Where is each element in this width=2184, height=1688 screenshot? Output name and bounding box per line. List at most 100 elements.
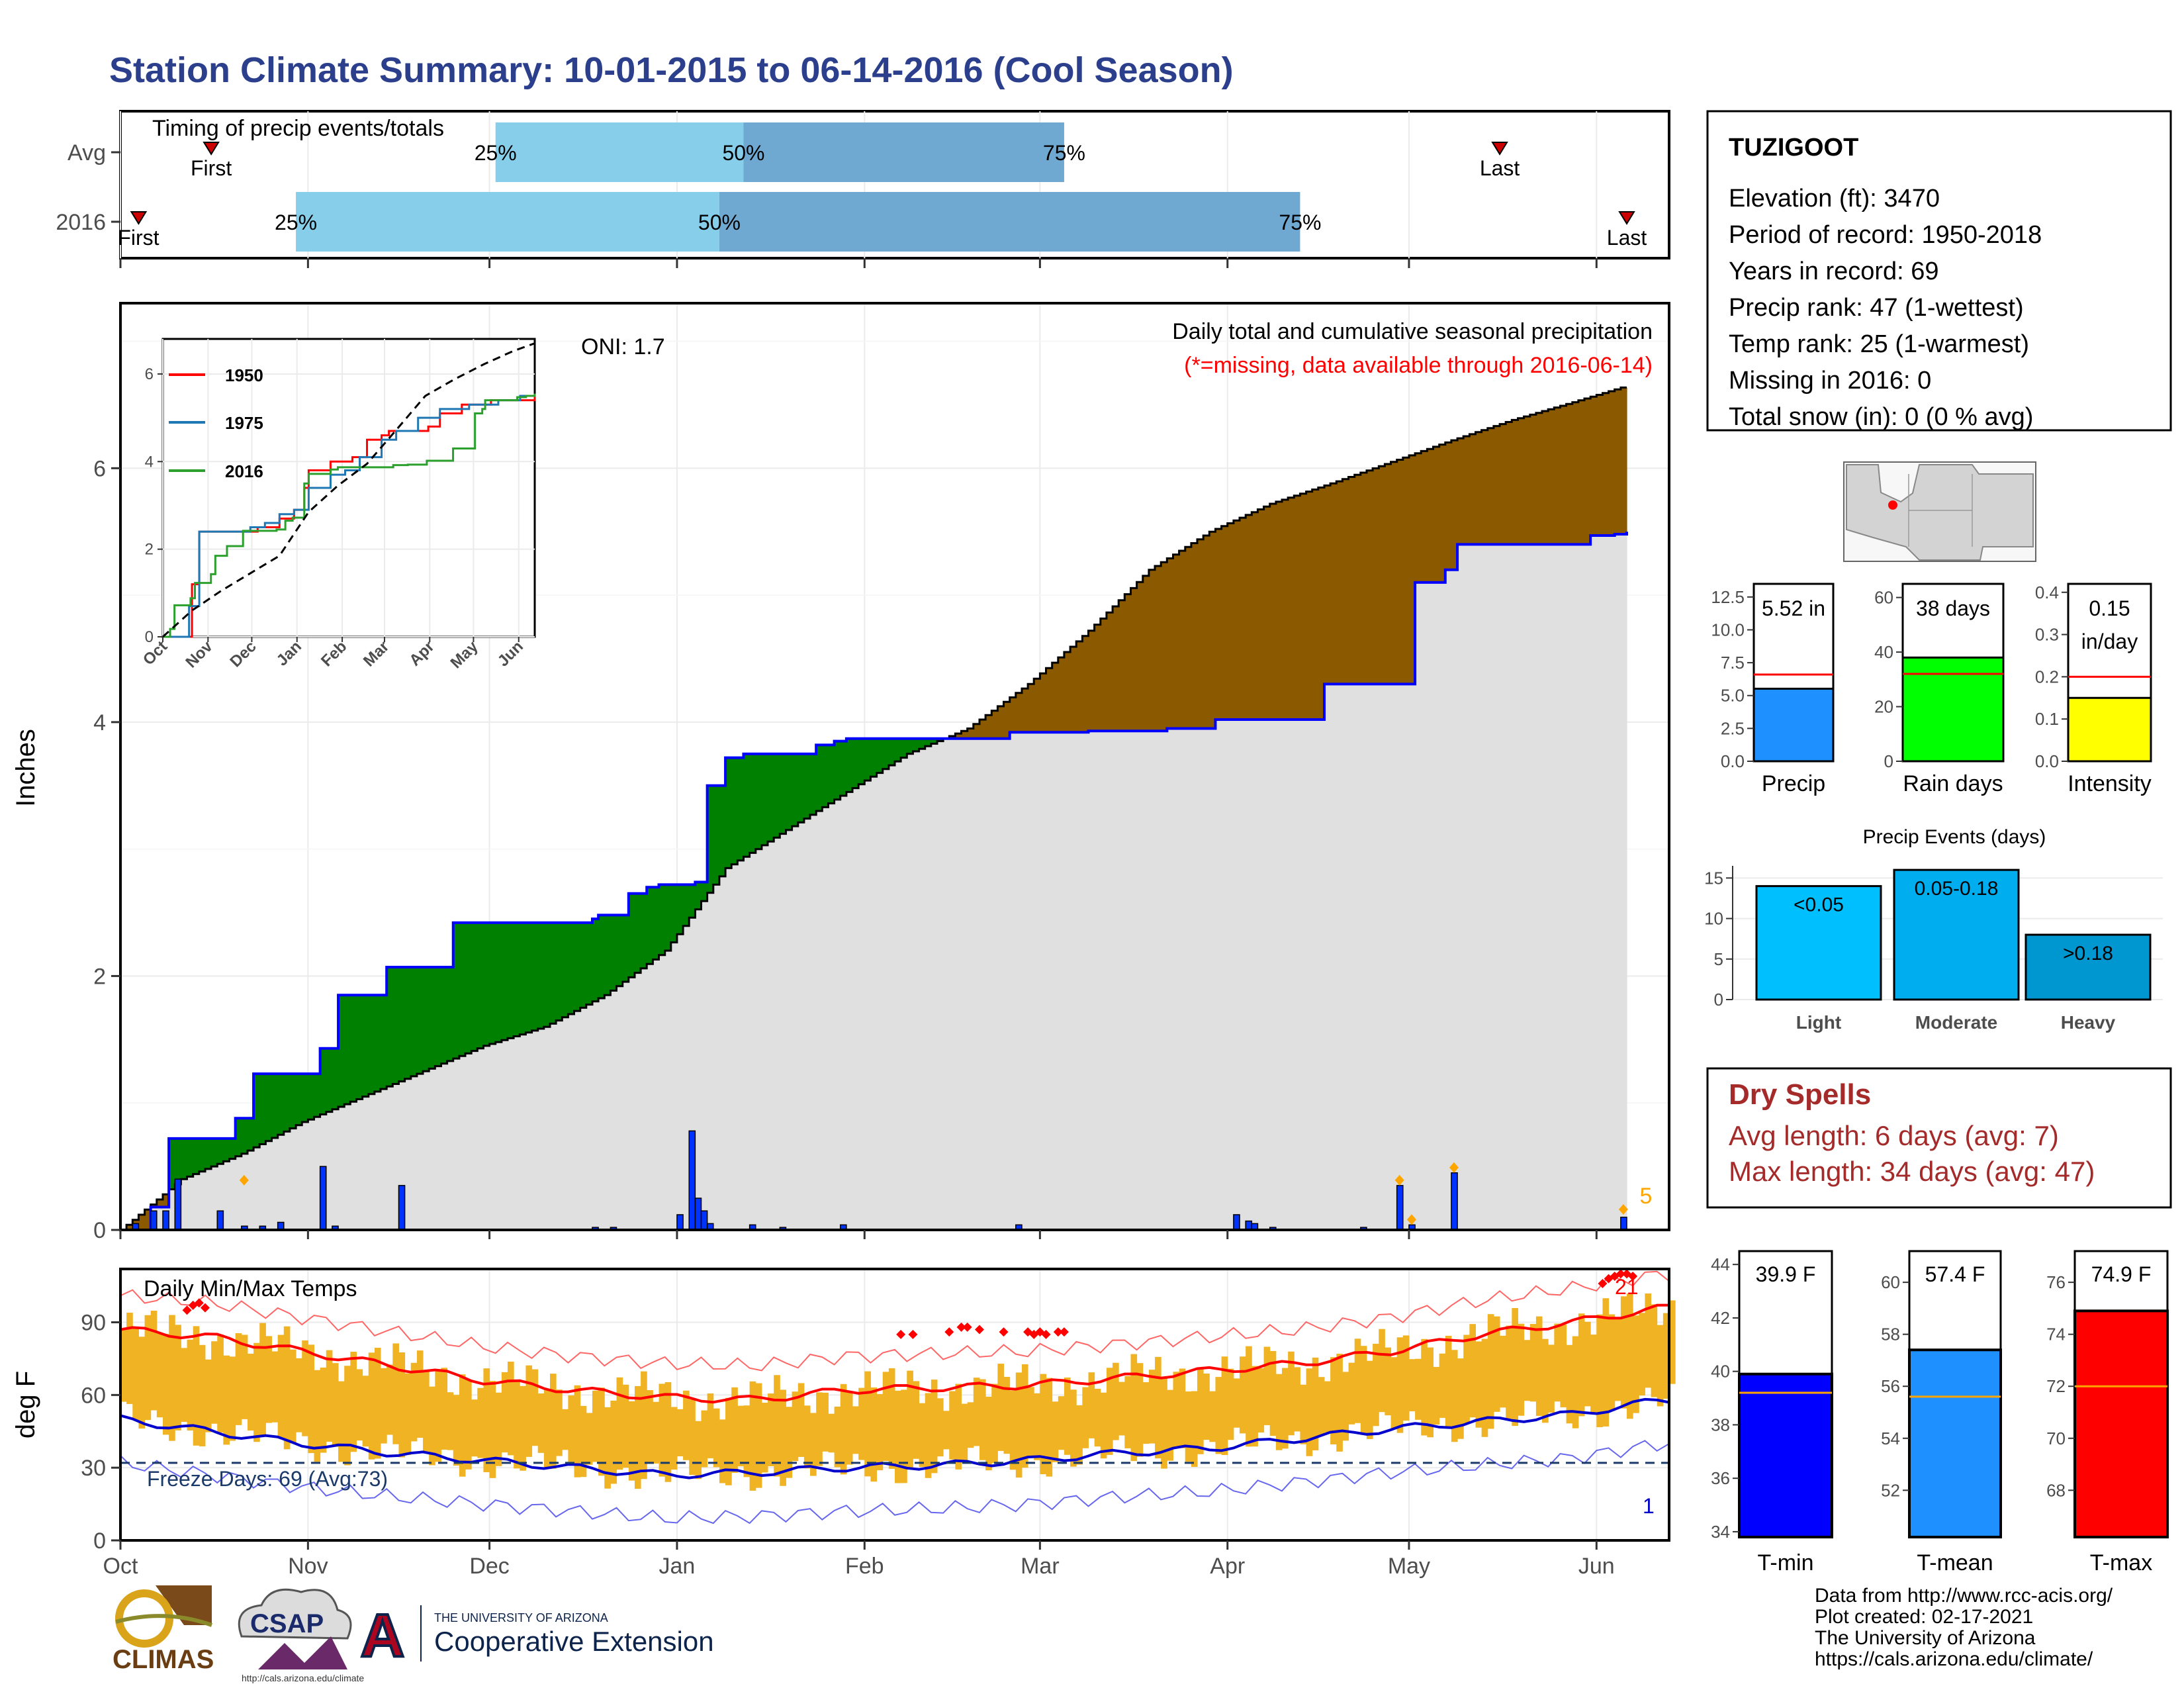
temp-daily-bar bbox=[1052, 1401, 1059, 1462]
precip-average-area bbox=[508, 1038, 514, 1230]
temp-y-axis: 0 30 60 90 bbox=[81, 1311, 120, 1554]
record-high-marker bbox=[908, 1329, 918, 1339]
temp-summary-tick-label: 56 bbox=[1881, 1376, 1900, 1396]
precip-daily-bar bbox=[162, 1210, 169, 1231]
temp-daily-bar bbox=[441, 1368, 448, 1450]
events-axis-label-Light: Light bbox=[1796, 1012, 1841, 1033]
events-tick-label: 0 bbox=[1714, 990, 1723, 1009]
footer-line-data: Data from http://www.rcc-acis.org/ bbox=[1815, 1585, 2113, 1607]
temp-summary-axis-label-2: T-max bbox=[2090, 1550, 2152, 1575]
precip-average-area bbox=[1518, 544, 1525, 1230]
temp-daily-bar bbox=[1100, 1392, 1107, 1459]
summary-tick-label: 0 bbox=[1884, 751, 1893, 771]
temp-daily-bar bbox=[1360, 1346, 1367, 1435]
timing-title: Timing of precip events/totals bbox=[152, 116, 444, 141]
temp-daily-bar bbox=[1566, 1344, 1573, 1424]
precip-deficit-area bbox=[1251, 512, 1259, 720]
precip-deficit-area bbox=[1197, 539, 1204, 729]
temp-daily-bar bbox=[308, 1344, 314, 1454]
temp-daily-bar bbox=[991, 1383, 998, 1464]
month-tick-label: Feb bbox=[845, 1554, 884, 1579]
timing-bands bbox=[296, 122, 1300, 252]
precip-average-area bbox=[1596, 535, 1604, 1230]
temp-daily-bar bbox=[398, 1352, 406, 1458]
precip-average-area bbox=[598, 998, 605, 1230]
precip-deficit-area bbox=[1227, 523, 1234, 720]
precip-average-area bbox=[1475, 544, 1482, 1230]
temp-daily-bar bbox=[1487, 1314, 1494, 1429]
precip-average-area bbox=[689, 917, 696, 1230]
precip-average-area bbox=[803, 818, 811, 1230]
precip-average-area bbox=[967, 738, 974, 1230]
precip-average-area bbox=[810, 814, 817, 1230]
precip-surplus-area bbox=[525, 922, 533, 1033]
precip-deficit-area bbox=[1342, 479, 1349, 684]
temp-daily-bar bbox=[973, 1378, 980, 1446]
precip-surplus-area bbox=[356, 995, 363, 1100]
temp-daily-bar bbox=[1306, 1368, 1313, 1456]
precip-surplus-area bbox=[296, 1074, 302, 1125]
precip-observed-line bbox=[120, 532, 1629, 1231]
temp-daily-bar bbox=[1155, 1356, 1161, 1459]
temp-daily-bar bbox=[689, 1399, 696, 1476]
precip-surplus-area bbox=[223, 1138, 230, 1162]
precip-surplus-area bbox=[586, 922, 593, 1005]
precip-missing-marker bbox=[1618, 1203, 1628, 1215]
precip-average-area bbox=[725, 868, 732, 1230]
precip-events-bars: <0.05 Light 0.05-0.18 Moderate >0.18 Heavy 0 5 1… bbox=[1704, 866, 2163, 1033]
precip-deficit-area bbox=[1524, 416, 1531, 545]
temp-daily-bar bbox=[423, 1371, 430, 1452]
temp-daily-bar bbox=[235, 1333, 242, 1425]
precip-average-area bbox=[768, 841, 774, 1230]
temp-daily-bar bbox=[1215, 1377, 1222, 1454]
precip-deficit-area bbox=[1269, 504, 1277, 720]
precip-deficit-area bbox=[1070, 646, 1077, 733]
precip-deficit-area bbox=[1064, 652, 1071, 733]
temp-daily-bar bbox=[604, 1407, 611, 1489]
temp-daily-bar bbox=[508, 1361, 514, 1456]
temp-daily-bar bbox=[895, 1390, 901, 1483]
precip-daily-bar bbox=[1233, 1214, 1240, 1231]
precip-surplus-area bbox=[828, 745, 835, 804]
precip-average-area bbox=[514, 1036, 520, 1230]
precip-surplus-area bbox=[235, 1118, 242, 1156]
precip-surplus-area bbox=[392, 967, 400, 1084]
precip-average-area bbox=[1094, 731, 1101, 1230]
temp-summary-axis-label-0: T-min bbox=[1758, 1550, 1814, 1575]
precip-surplus-area bbox=[676, 884, 684, 935]
temp-daily-bar bbox=[1300, 1384, 1307, 1444]
timing-label-avg: Avg bbox=[68, 140, 106, 165]
precip-deficit-area bbox=[1173, 554, 1180, 729]
precip-surplus-area bbox=[241, 1118, 248, 1154]
temp-daily-bar bbox=[641, 1371, 647, 1479]
inset-lines bbox=[161, 342, 536, 638]
precip-average-area bbox=[592, 1001, 599, 1230]
precip-average-area bbox=[247, 1150, 254, 1230]
record-high-marker bbox=[956, 1322, 966, 1332]
temp-daily-bar bbox=[592, 1390, 599, 1462]
temp-daily-bar bbox=[156, 1333, 163, 1418]
precip-average-area bbox=[1155, 731, 1161, 1230]
temp-daily-bar bbox=[840, 1383, 847, 1475]
temp-daily-bar bbox=[1651, 1304, 1658, 1397]
temp-daily-bar bbox=[314, 1370, 321, 1462]
precip-deficit-area bbox=[1348, 477, 1355, 684]
precip-average-area bbox=[1136, 731, 1144, 1230]
footer-line-university: The University of Arizona bbox=[1815, 1627, 2036, 1649]
temp-y-tick-label: 60 bbox=[81, 1383, 106, 1408]
precip-average-area bbox=[398, 1081, 406, 1230]
precip-deficit-area bbox=[1142, 575, 1150, 731]
precip-surplus-area bbox=[755, 753, 762, 849]
timing-q75-label-2016: 75% bbox=[1279, 211, 1321, 234]
temp-daily-bar bbox=[199, 1344, 206, 1446]
inset-line-2016 bbox=[163, 393, 536, 638]
precip-average-area bbox=[653, 959, 660, 1230]
precip-average-area bbox=[659, 955, 666, 1230]
temp-daily-bar bbox=[477, 1387, 484, 1458]
precip-average-area bbox=[731, 864, 738, 1230]
precip-average-area bbox=[326, 1111, 333, 1230]
temp-daily-bar bbox=[205, 1359, 212, 1432]
precip-deficit-area bbox=[144, 1209, 152, 1230]
footer-line-url: https://cals.arizona.edu/climate/ bbox=[1815, 1648, 2093, 1670]
